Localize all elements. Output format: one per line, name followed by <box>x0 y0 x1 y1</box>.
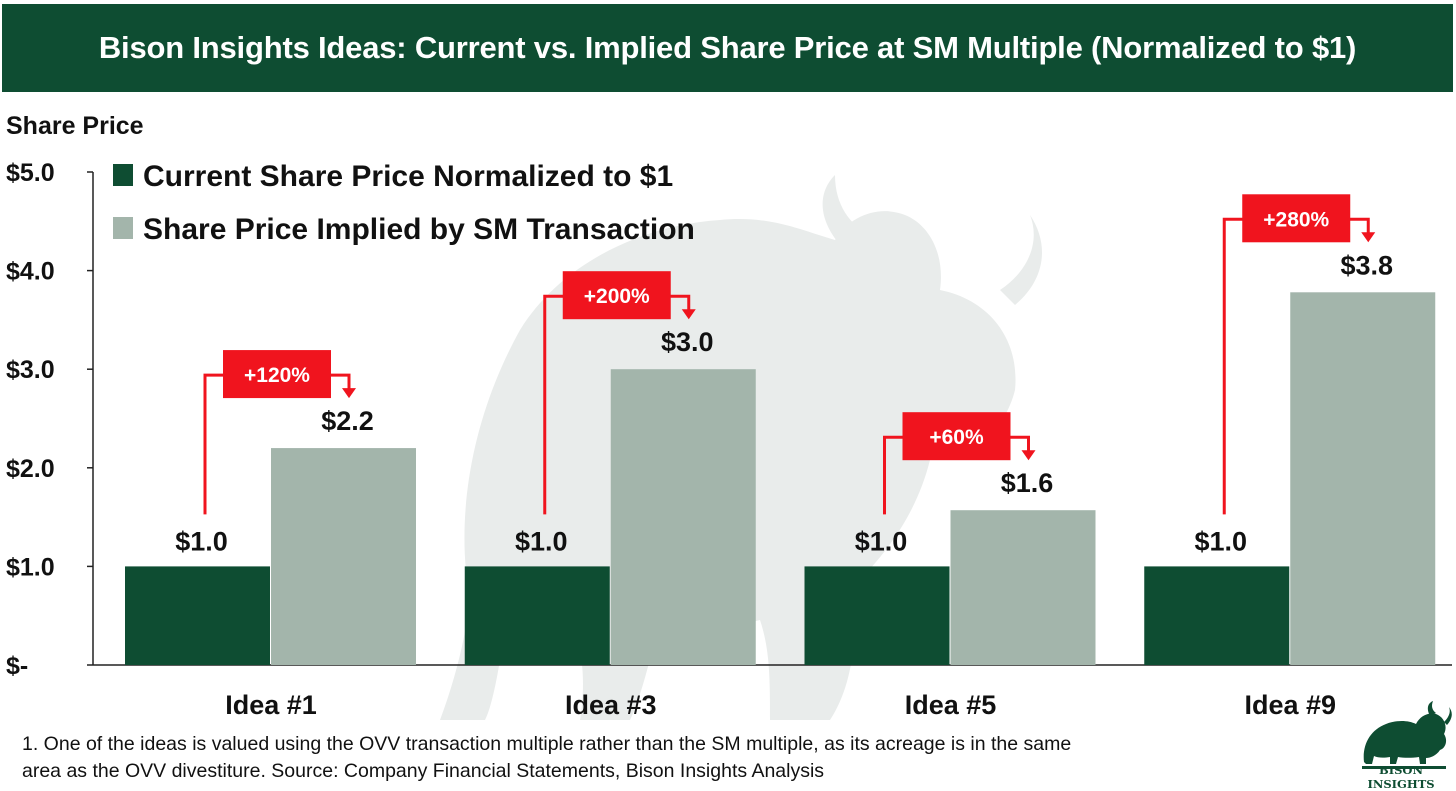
growth-label: +60% <box>929 426 984 449</box>
growth-label: +280% <box>1263 208 1329 231</box>
legend-label-current: Current Share Price Normalized to $1 <box>143 160 673 193</box>
legend-swatch-implied <box>113 217 133 239</box>
legend-label-implied: Share Price Implied by SM Transaction <box>143 213 695 246</box>
x-tick-label: Idea #5 <box>905 690 997 720</box>
bar-current <box>804 566 950 665</box>
bar-implied <box>271 448 416 665</box>
footnote-line-1: 1. One of the ideas is valued using the … <box>22 733 1072 755</box>
y-tick-label: $3.0 <box>6 356 55 384</box>
bar-implied <box>610 369 756 665</box>
data-label-implied: $1.6 <box>1001 468 1054 498</box>
growth-arrowhead <box>1361 232 1376 243</box>
x-tick-label: Idea #3 <box>565 690 657 720</box>
growth-label: +120% <box>244 364 310 387</box>
data-label-current: $1.0 <box>515 526 568 556</box>
bar-current <box>464 566 610 665</box>
x-tick-labels: Idea #1 Idea #3 Idea #5 Idea #9 <box>225 690 1336 720</box>
growth-badge <box>902 412 1011 461</box>
y-axis-label: Share Price <box>6 112 144 140</box>
growth-arrowhead <box>681 309 696 320</box>
data-label-implied: $3.0 <box>661 327 714 357</box>
bar-current <box>1144 566 1290 665</box>
bar-implied <box>1290 292 1436 665</box>
y-ticks: $- $1.0 $2.0 $3.0 $4.0 $5.0 <box>6 159 93 680</box>
bars: $1.0 $2.2 $1.0 $3.0 $1.0 $1.6 $1.0 $3.8 <box>125 250 1436 665</box>
growth-arrowhead <box>1021 450 1036 461</box>
y-tick-label: $2.0 <box>6 455 55 483</box>
growth-label: +200% <box>584 285 650 308</box>
growth-badge <box>1242 194 1351 243</box>
bison-logo-icon <box>1362 701 1452 769</box>
growth-badge <box>223 350 331 399</box>
y-tick-label: $1.0 <box>6 553 55 581</box>
y-tick-label: $4.0 <box>6 258 55 286</box>
bar-current <box>125 566 270 665</box>
data-label-implied: $2.2 <box>321 406 374 436</box>
chart-title: Bison Insights Ideas: Current vs. Implie… <box>2 4 1453 92</box>
data-label-current: $1.0 <box>1194 526 1247 556</box>
data-label-current: $1.0 <box>855 526 908 556</box>
bar-implied <box>950 510 1096 665</box>
footnote-line-2: area as the OVV divestiture. Source: Com… <box>22 760 825 782</box>
x-tick-label: Idea #9 <box>1244 690 1336 720</box>
x-tick-label: Idea #1 <box>225 690 317 720</box>
growth-badge <box>562 271 671 320</box>
growth-arrowhead <box>342 388 356 399</box>
legend: Current Share Price Normalized to $1 Sha… <box>113 160 695 246</box>
annotations: +120% +200% +60% +280% <box>203 194 1376 515</box>
legend-swatch-current <box>113 164 133 186</box>
y-tick-label: $- <box>6 652 28 680</box>
data-label-implied: $3.8 <box>1340 250 1393 280</box>
y-tick-label: $5.0 <box>6 159 55 187</box>
footnote: 1. One of the ideas is valued using the … <box>22 731 1342 785</box>
data-label-current: $1.0 <box>175 526 228 556</box>
